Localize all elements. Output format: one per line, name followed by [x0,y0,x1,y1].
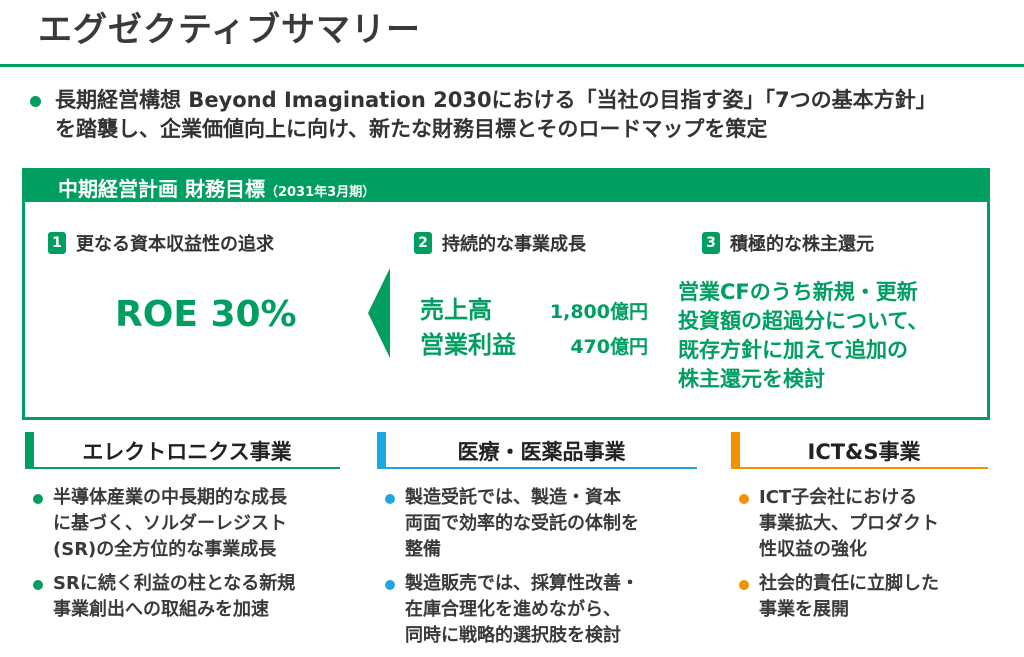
shareholder-return-text: 営業CFのうち新規・更新 投資額の超過分について、 既存方針に加えて追加の 株主… [678,278,928,394]
bullet-icon [33,494,43,504]
goal-label: 持続的な事業成長 [442,234,586,255]
list-item: 社会的責任に立脚した 事業を展開 [739,571,996,623]
return-line: 既存方針に加えて追加の [678,338,908,362]
bullet-line: 両面で効率的な受託の体制を [405,513,639,534]
goal-number: 2 [414,232,432,254]
intro-line: 長期経営構想 Beyond Imagination 2030における「当社の目指… [55,88,937,112]
goal-label: 積極的な株主還元 [730,234,874,255]
targets-period: （2031年3月期） [264,185,376,200]
title-divider [0,64,1024,67]
list-item: 半導体産業の中長期的な成長 に基づく、ソルダーレジスト (SR)の全方位的な事業成長 [33,485,348,563]
kpi-label: 売上高 [420,296,492,324]
underline [731,467,988,469]
list-item: 製造受託では、製造・資本 両面で効率的な受託の体制を 整備 [385,485,705,563]
bullet-line: 性収益の強化 [759,539,867,560]
list-item: ICT子会社における 事業拡大、プロダクト 性収益の強化 [739,485,996,563]
segment-header: 医療・医薬品事業 [377,432,697,469]
bullet-line: 製造販売では、採算性改善・ [405,573,639,594]
segment-title: エレクトロニクス事業 [82,440,292,464]
goal-3: 3 積極的な株主還元 [702,230,874,256]
goal-number: 1 [48,232,66,254]
goal-2: 2 持続的な事業成長 [414,230,586,256]
return-line: 営業CFのうち新規・更新 [678,280,918,304]
accent-bar [377,432,386,469]
goal-1: 1 更なる資本収益性の追求 [48,230,274,256]
bullet-line: (SR)の全方位的な事業成長 [53,539,277,560]
kpi-label: 営業利益 [420,331,516,359]
financial-targets-header: 中期経営計画 財務目標（2031年3月期） [22,168,990,202]
bullet-line: ICT子会社における [759,487,918,508]
accent-bar [25,432,34,469]
underline [25,467,340,469]
segment-header: エレクトロニクス事業 [25,432,340,469]
segment-header: ICT&S事業 [731,432,988,469]
underline [377,467,697,469]
bullet-line: 事業を展開 [759,599,849,620]
bullet-icon [739,580,749,590]
bullet-line: 半導体産業の中長期的な成長 [53,487,287,508]
bullet-icon [33,580,43,590]
roe-target: ROE 30% [115,294,297,335]
bullet-line: 整備 [405,539,441,560]
list-item: 製造販売では、採算性改善・ 在庫合理化を進めながら、 同時に戦略的選択肢を検討 [385,571,705,649]
kpi-value: 1,800億円 [549,301,648,323]
intro-line: を踏襲し、企業価値向上に向け、新たな財務目標とそのロードマップを策定 [55,117,768,141]
bullet-line: 同時に戦略的選択肢を検討 [405,625,621,646]
bullet-icon [385,580,395,590]
intro-bullet: 長期経営構想 Beyond Imagination 2030における「当社の目指… [30,86,937,144]
bullet-line: 社会的責任に立脚した [759,573,939,594]
targets-heading: 中期経営計画 財務目標 [58,177,265,201]
bullet-line: 製造受託では、製造・資本 [405,487,621,508]
page-title: エグゼクティブサマリー [38,10,421,50]
goal-number: 3 [702,232,720,254]
bullet-line: に基づく、ソルダーレジスト [53,513,287,534]
return-line: 株主還元を検討 [678,367,825,391]
segment-bullets: 半導体産業の中長期的な成長 に基づく、ソルダーレジスト (SR)の全方位的な事業成長… [33,485,348,631]
bullet-line: 在庫合理化を進めながら、 [405,599,621,620]
bullet-icon [739,494,749,504]
bullet-line: 事業拡大、プロダクト [759,513,939,534]
bullet-icon [30,95,41,107]
kpi-value: 470億円 [570,336,648,358]
kpi-sales: 売上高 1,800億円 [420,290,648,325]
list-item: SRに続く利益の柱となる新規 事業創出への取組みを加速 [33,571,348,623]
accent-bar [731,432,740,469]
segment-title: 医療・医薬品事業 [457,440,626,464]
segment-title: ICT&S事業 [807,440,921,464]
segment-bullets: 製造受託では、製造・資本 両面で効率的な受託の体制を 整備 製造販売では、採算性改善・… [385,485,705,657]
bullet-line: 事業創出への取組みを加速 [53,599,269,620]
arrow-left-icon [368,268,390,358]
kpi-operating-profit: 営業利益 470億円 [420,325,648,360]
return-line: 投資額の超過分について、 [678,309,929,333]
goal-label: 更なる資本収益性の追求 [76,234,274,255]
bullet-icon [385,494,395,504]
segment-bullets: ICT子会社における 事業拡大、プロダクト 性収益の強化社会的責任に立脚した 事業を展… [739,485,996,631]
bullet-line: SRに続く利益の柱となる新規 [53,573,296,594]
